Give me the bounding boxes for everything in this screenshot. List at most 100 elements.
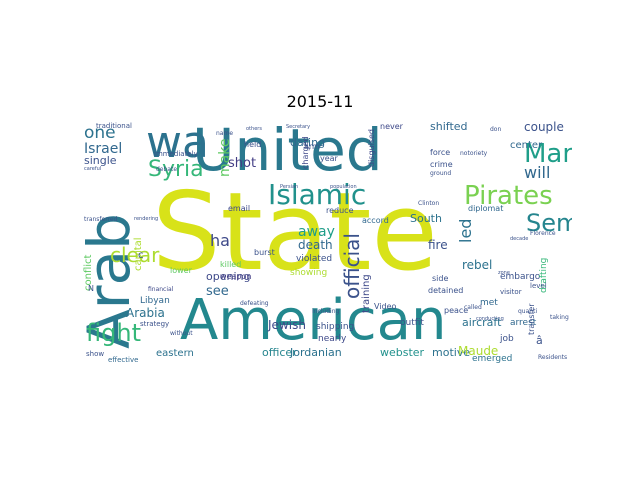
word-shifted: shifted: [430, 121, 468, 133]
word-cloud: State United American Arab wa Islamic Pi…: [80, 121, 572, 365]
word-israel: Israel: [84, 141, 123, 157]
word-job: job: [500, 334, 514, 344]
word-weapon: weapon: [220, 272, 252, 281]
word-clear: clear: [110, 243, 160, 267]
word-disguised: disguised: [367, 128, 376, 167]
word-pirates: Pirates: [464, 181, 553, 211]
word-south: South: [410, 212, 442, 225]
word-training: training: [361, 274, 372, 313]
word-led: led: [456, 218, 475, 243]
word-c-letter: c: [138, 250, 144, 261]
word-year: year: [320, 154, 338, 163]
word-level: level: [530, 282, 547, 290]
word-quanti: quanti: [518, 308, 538, 315]
word-name: name: [216, 130, 234, 137]
word-zone: zone: [498, 270, 510, 276]
word-shipping: shipping: [316, 322, 355, 332]
word-aircraft: aircraft: [462, 316, 502, 329]
word-met: met: [480, 298, 498, 308]
word-taking: taking: [550, 314, 569, 321]
word-including: including: [312, 308, 340, 315]
word-killed: killed: [220, 260, 242, 269]
word-never: never: [380, 122, 403, 131]
word-islamic: Islamic: [268, 178, 367, 211]
word-man: Man: [524, 139, 572, 169]
word-fight: fight: [86, 319, 141, 347]
word-detained: detained: [428, 286, 464, 295]
word-florence: Florence: [530, 230, 556, 237]
word-immediately: immediately: [154, 150, 198, 158]
word-motive: motive: [432, 346, 471, 359]
word-n-letter: N: [88, 284, 94, 293]
word-residents: Residents: [538, 354, 568, 361]
word-american: American: [180, 288, 447, 353]
word-lower: lower: [170, 266, 192, 275]
word-maude: Maude: [458, 344, 499, 358]
word-persian: Persian: [280, 184, 299, 190]
word-will: will: [524, 163, 551, 182]
word-careful: careful: [84, 166, 102, 172]
word-rebel: rebel: [462, 258, 493, 272]
word-diplomat: diplomat: [468, 204, 504, 213]
word-center: center: [510, 140, 543, 151]
word-ha: ha: [210, 231, 230, 250]
word-debate: debate: [156, 166, 178, 173]
word-libyan: Libyan: [140, 296, 170, 306]
word-held: held: [244, 140, 262, 149]
word-death: death: [298, 238, 333, 252]
word-force: force: [430, 148, 451, 157]
word-jewish: Jewish: [268, 318, 306, 332]
word-one: one: [84, 123, 116, 143]
word-burst: burst: [254, 248, 275, 257]
word-embargo: embargo: [500, 272, 541, 282]
word-ground: ground: [430, 170, 452, 177]
word-semen: Semen: [526, 209, 572, 237]
word-don: don: [490, 126, 502, 133]
word-officer: officer: [262, 346, 297, 359]
word-webster: webster: [380, 346, 425, 359]
word-conducting: conducting: [476, 316, 504, 322]
word-arrest: arrest: [510, 318, 537, 328]
word-population: population: [330, 184, 357, 190]
word-accord: accord: [362, 216, 389, 225]
word-rendering: rendering: [134, 216, 159, 222]
word-away: away: [298, 224, 335, 240]
word-video: Video: [374, 302, 397, 311]
word-emerged: emerged: [472, 354, 513, 364]
word-official: official: [340, 233, 364, 299]
word-see: see: [206, 284, 229, 299]
word-defeating: defeating: [240, 300, 269, 307]
word-nearly: nearly: [318, 334, 347, 344]
word-arabia: Arabia: [126, 306, 165, 320]
word-violated: violated: [296, 254, 333, 264]
word-show: show: [86, 350, 105, 358]
word-shot: shot: [228, 156, 257, 171]
word-single: single: [84, 154, 117, 167]
word-called: called: [464, 304, 482, 311]
word-state: State: [152, 170, 438, 295]
word-syria: Syria: [148, 157, 204, 182]
word-others: others: [246, 126, 262, 132]
word-fire: fire: [428, 238, 448, 252]
word-financial: financial: [148, 286, 174, 293]
word-transferred: transferred: [84, 216, 118, 223]
word-dating: dating: [290, 136, 326, 149]
word-arm: arm: [304, 142, 320, 151]
word-side: side: [432, 274, 449, 283]
word-reduce: reduce: [326, 206, 354, 215]
word-effective: effective: [108, 356, 139, 364]
word-decade: decade: [510, 236, 529, 242]
word-eastern: eastern: [156, 348, 194, 359]
word-notoriety: notoriety: [460, 150, 488, 157]
word-united: United: [192, 121, 383, 184]
word-showing: showing: [290, 268, 328, 278]
word-peace: peace: [444, 306, 469, 315]
word-opening: opening: [206, 270, 251, 283]
word-couple: couple: [524, 121, 564, 134]
word-visitor: visitor: [500, 288, 522, 296]
figure-title: 2015-11: [286, 92, 354, 111]
word-traditional: traditional: [96, 122, 132, 130]
word-crime: crime: [430, 160, 453, 169]
word-a-circ: â: [536, 334, 543, 347]
word-jordanian: Jordanian: [290, 346, 342, 359]
